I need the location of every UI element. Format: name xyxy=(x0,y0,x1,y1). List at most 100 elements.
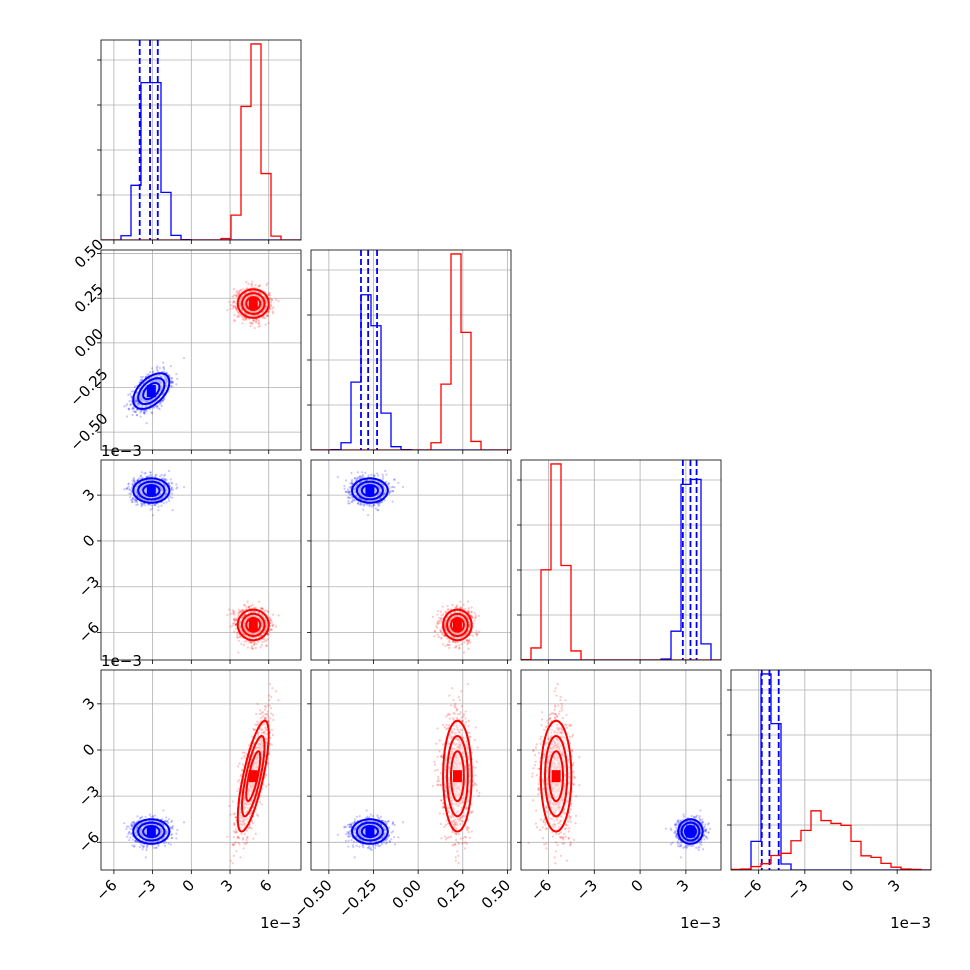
sample-point xyxy=(135,395,138,399)
sample-point xyxy=(267,310,270,314)
sample-point xyxy=(135,402,138,405)
sample-point xyxy=(251,314,254,318)
sample-point xyxy=(155,379,158,382)
sample-point xyxy=(156,386,159,389)
sample-point xyxy=(155,385,158,389)
sample-point xyxy=(130,395,133,398)
sample-point xyxy=(148,496,151,499)
sample-point xyxy=(237,608,240,611)
sample-point xyxy=(233,304,236,307)
sample-point xyxy=(368,505,371,508)
sample-point xyxy=(140,492,143,495)
sample-point xyxy=(234,305,237,309)
sample-point xyxy=(249,611,253,614)
sample-point xyxy=(264,622,268,625)
panel-content xyxy=(311,250,511,450)
sample-point xyxy=(360,493,363,496)
sample-point xyxy=(160,385,163,388)
sample-point xyxy=(239,629,243,632)
sample-point xyxy=(129,404,132,407)
sample-point xyxy=(145,404,148,408)
sample-point xyxy=(257,322,260,325)
sample-point xyxy=(249,641,253,644)
sample-point xyxy=(250,641,253,644)
sample-point xyxy=(244,627,247,630)
sample-point xyxy=(252,293,255,297)
sample-point xyxy=(254,611,257,614)
sample-point xyxy=(149,503,152,506)
sample-point xyxy=(132,480,135,483)
sample-point xyxy=(161,399,164,402)
sample-point xyxy=(270,628,273,631)
sample-point xyxy=(156,405,159,408)
sample-point xyxy=(141,498,144,501)
sample-point xyxy=(152,370,155,373)
histogram-panel-1 xyxy=(307,249,512,454)
sample-point xyxy=(248,641,251,645)
sample-point xyxy=(134,399,137,403)
panel-frame xyxy=(100,39,302,241)
sample-point xyxy=(144,483,147,486)
sample-point xyxy=(268,307,271,311)
sample-point xyxy=(267,292,270,296)
sample-point xyxy=(155,389,158,392)
sample-point xyxy=(239,610,243,614)
sample-point xyxy=(130,500,134,503)
sample-point xyxy=(260,627,263,630)
sample-point xyxy=(232,618,235,621)
sample-point xyxy=(127,482,131,485)
sample-point xyxy=(154,379,158,382)
sample-point xyxy=(166,489,169,492)
sample-point xyxy=(235,291,238,294)
sample-point xyxy=(240,609,243,612)
sample-point xyxy=(140,504,143,507)
sample-point xyxy=(238,623,241,626)
sample-point xyxy=(140,393,143,397)
sample-point xyxy=(155,490,159,493)
sample-point xyxy=(272,306,275,309)
sample-point xyxy=(243,306,247,309)
sample-point xyxy=(265,623,268,626)
sample-point xyxy=(170,481,173,484)
sample-point xyxy=(135,399,139,403)
sample-point xyxy=(246,630,249,633)
sample-point xyxy=(238,299,241,303)
sample-point xyxy=(144,489,147,493)
scatter-panel-1-0: −0.50−0.250.000.250.50 xyxy=(66,235,302,455)
sample-point xyxy=(229,304,232,307)
sample-point xyxy=(155,489,158,493)
sample-point xyxy=(165,501,168,504)
sample-point xyxy=(232,609,235,613)
sample-point xyxy=(143,399,146,402)
sample-point xyxy=(252,615,255,618)
sample-point xyxy=(244,307,247,310)
sample-point xyxy=(142,503,145,506)
sample-point xyxy=(249,290,252,293)
sample-point xyxy=(160,381,164,384)
sample-point xyxy=(159,382,162,385)
sample-point xyxy=(137,405,140,408)
sample-point xyxy=(249,604,253,608)
sample-point xyxy=(161,477,164,480)
sample-point xyxy=(155,489,158,492)
sample-point xyxy=(234,307,238,310)
sample-point xyxy=(133,385,136,388)
sample-point xyxy=(261,310,265,313)
sample-point xyxy=(248,631,251,634)
sample-point xyxy=(158,380,162,383)
sample-point xyxy=(139,399,143,402)
sample-point xyxy=(132,407,135,410)
sample-point xyxy=(257,325,260,328)
sample-point xyxy=(159,379,162,382)
sample-point xyxy=(140,391,143,394)
sample-point xyxy=(155,489,158,492)
sample-point xyxy=(140,410,143,413)
sample-point xyxy=(128,492,131,495)
sample-point xyxy=(239,628,242,631)
sample-point xyxy=(139,398,142,401)
sample-point xyxy=(238,304,241,307)
sample-point xyxy=(250,646,253,649)
sample-point xyxy=(243,622,246,625)
sample-point xyxy=(254,284,257,287)
